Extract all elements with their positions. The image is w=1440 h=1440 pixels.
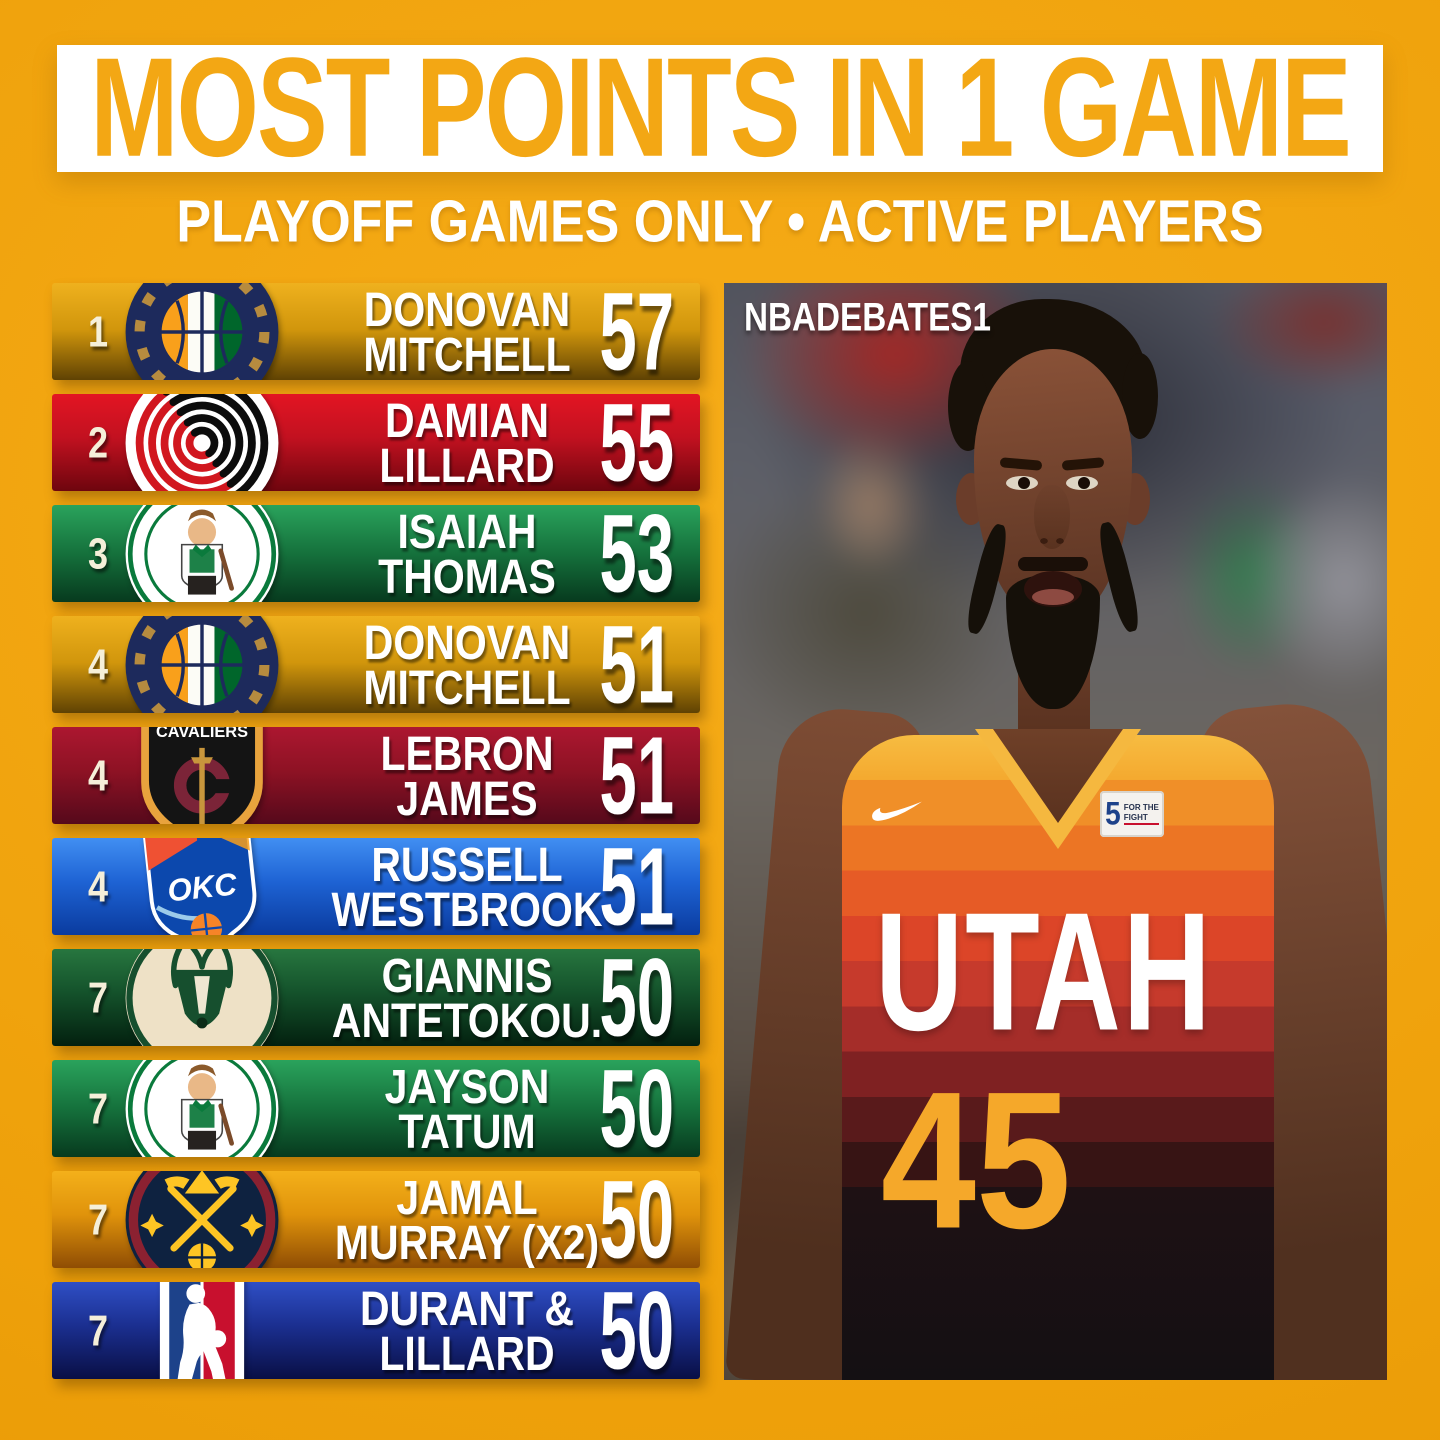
nike-swoosh-icon: [872, 801, 922, 821]
team-logo-thunder-icon: OKC: [124, 838, 280, 935]
leaderboard-row-1: 1 DONOVAN MITCHELL 57: [52, 283, 700, 380]
leaderboard-row-6: 4 OKC RUSSELL WESTBROOK 51: [52, 838, 700, 935]
team-logo-celtics-icon: [124, 1060, 280, 1157]
points-value: 53: [599, 505, 675, 602]
player-name-line1: DONOVAN: [363, 283, 571, 337]
player-nose: [1038, 537, 1066, 545]
jersey-team-text: UTAH: [875, 877, 1213, 1066]
subtitle-text: PLAYOFF GAMES ONLY • ACTIVE PLAYERS: [176, 188, 1264, 256]
player-mouth: [1032, 589, 1074, 605]
patch-line1: FOR THE: [1123, 803, 1159, 813]
points-value: 51: [599, 838, 675, 935]
leaderboard-row-8: 7 JAYSON TATUM 50: [52, 1060, 700, 1157]
team-logo-bucks-icon: [124, 949, 280, 1046]
player-name-line1: DONOVAN: [363, 616, 571, 670]
rank-label: 3: [87, 528, 109, 578]
patch-number: 5: [1105, 795, 1121, 832]
team-logo-utah-jazz-icon: [124, 283, 280, 380]
player-name-line1: ISAIAH: [397, 505, 537, 559]
player-name: DONOVAN MITCHELL: [302, 285, 632, 379]
leaderboard-row-2: 2 DAMIAN LILLARD 55: [52, 394, 700, 491]
rank-label: 4: [87, 750, 109, 800]
rank-label: 4: [87, 639, 109, 689]
cavaliers-logo-text: CAVALIERS: [156, 727, 248, 741]
player-name-line2: TATUM: [398, 1103, 536, 1157]
player-name-line1: DAMIAN: [385, 394, 549, 448]
subtitle-bar: PLAYOFF GAMES ONLY • ACTIVE PLAYERS: [0, 189, 1440, 256]
player-name-line1: JAYSON: [384, 1060, 550, 1114]
player-name-line2: LILLARD: [379, 1325, 555, 1379]
player-name-line2: MITCHELL: [363, 659, 571, 713]
leaderboard-row-9: 7 JAMAL MURRAY (X2) 50: [52, 1171, 700, 1268]
player-name: LEBRON JAMES: [302, 729, 632, 823]
watermark-text: NBADEBATES1: [744, 295, 991, 340]
rank-label: 7: [87, 1305, 109, 1355]
player-name: DONOVAN MITCHELL: [302, 618, 632, 712]
player-eye-pupil: [1018, 477, 1030, 489]
rank-label: 2: [87, 417, 109, 467]
player-eye-pupil: [1078, 477, 1090, 489]
points-value: 51: [599, 727, 675, 824]
player-name-line2: THOMAS: [378, 548, 556, 602]
team-logo-nba-icon: [124, 1282, 280, 1379]
points-value: 50: [599, 1282, 675, 1379]
player-photo: 5 FOR THE FIGHT UTAH 45 NBADEBATES1: [724, 283, 1387, 1380]
player-name-line2: MURRAY (X2): [334, 1214, 600, 1268]
points-value: 50: [599, 1060, 675, 1157]
player-name: DURANT & LILLARD: [302, 1284, 632, 1378]
rank-label: 7: [87, 1083, 109, 1133]
leaderboard-row-10: 7 DURANT & LILLARD 50: [52, 1282, 700, 1379]
points-value: 51: [599, 616, 675, 713]
rank-label: 4: [87, 861, 109, 911]
player-name: GIANNIS ANTETOKOU.: [302, 951, 632, 1045]
team-logo-nuggets-icon: [124, 1171, 280, 1268]
player-name-line1: DURANT &: [359, 1282, 575, 1336]
team-logo-celtics-icon: [124, 505, 280, 602]
player-name: JAMAL MURRAY (X2): [302, 1173, 632, 1267]
team-logo-cavaliers-icon: CAVALIERS: [124, 727, 280, 824]
player-name: JAYSON TATUM: [302, 1062, 632, 1156]
player-name: DAMIAN LILLARD: [302, 396, 632, 490]
points-value: 57: [599, 283, 675, 380]
rank-label: 1: [87, 306, 109, 356]
five-for-the-fight-patch: 5 FOR THE FIGHT: [1100, 791, 1164, 837]
leaderboard-row-7: 7 GIANNIS ANTETOKOU. 50: [52, 949, 700, 1046]
title-banner: MOST POINTS IN 1 GAME: [57, 29, 1383, 186]
player-name-line1: RUSSELL: [371, 838, 563, 892]
player-name-line1: LEBRON: [380, 727, 554, 781]
patch-line2: FIGHT: [1123, 813, 1159, 825]
leaderboard-row-3: 3 ISAIAH THOMAS 53: [52, 505, 700, 602]
page-title: MOST POINTS IN 1 GAME: [90, 29, 1352, 187]
player-name-line2: LILLARD: [379, 437, 555, 491]
okc-logo-text: OKC: [166, 866, 239, 908]
team-logo-trail-blazers-icon: [124, 394, 280, 491]
player-name: RUSSELL WESTBROOK: [302, 840, 632, 934]
rank-label: 7: [87, 972, 109, 1022]
leaderboard-row-4: 4 DONOVAN MITCHELL 51: [52, 616, 700, 713]
points-value: 55: [599, 394, 675, 491]
player-name-line2: ANTETOKOU.: [331, 992, 603, 1046]
player-name-line1: GIANNIS: [381, 949, 553, 1003]
player-name-line1: JAMAL: [396, 1171, 538, 1225]
player-name-line2: MITCHELL: [363, 326, 571, 380]
player-name: ISAIAH THOMAS: [302, 507, 632, 601]
player-beard: [1018, 557, 1088, 571]
points-value: 50: [599, 949, 675, 1046]
player-name-line2: JAMES: [396, 770, 538, 824]
rank-label: 7: [87, 1194, 109, 1244]
leaderboard-row-5: 4 CAVALIERS LEBRON JAMES 51: [52, 727, 700, 824]
leaderboard: 1 DONOVAN MITCHELL 57 2 DAMIAN LILLARD 55 …: [52, 283, 700, 1379]
team-logo-utah-jazz-icon: [124, 616, 280, 713]
points-value: 50: [599, 1171, 675, 1268]
jersey-number: 45: [880, 1052, 1072, 1270]
player-name-line2: WESTBROOK: [331, 881, 603, 935]
